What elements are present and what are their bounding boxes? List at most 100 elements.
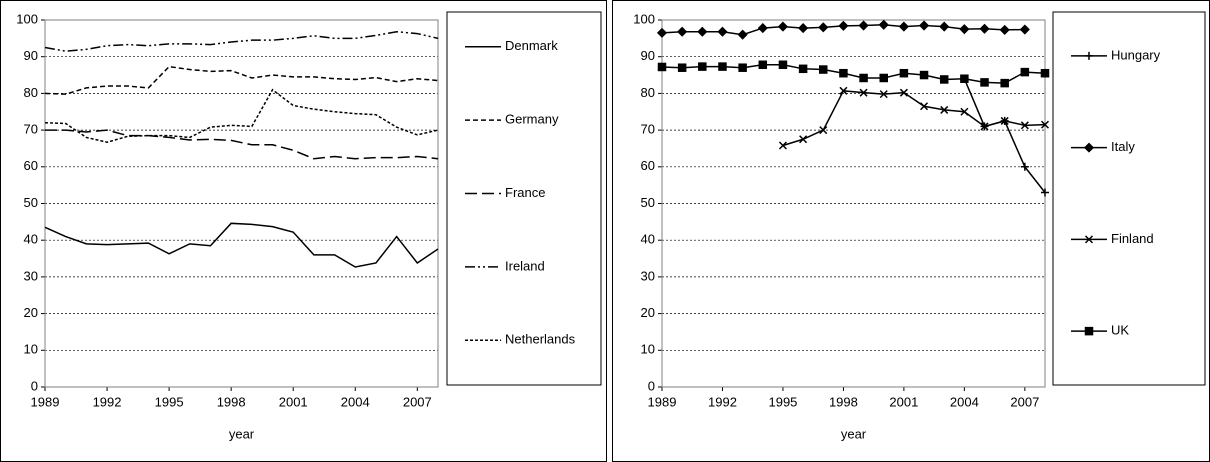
x-tick-label: 1989 (648, 394, 677, 409)
x-axis-label: year (229, 426, 255, 441)
marker (1000, 78, 1009, 88)
series-line (44, 65, 439, 95)
legend-label: UK (1111, 323, 1129, 338)
marker (859, 73, 868, 83)
marker (960, 107, 969, 116)
marker (939, 21, 950, 32)
y-tick-label: 50 (24, 195, 38, 210)
legend-label: France (505, 185, 545, 200)
marker (918, 20, 930, 31)
y-tick-label: 20 (24, 305, 38, 320)
legend-label: Netherlands (505, 332, 576, 347)
legend-label: Finland (1111, 231, 1154, 246)
marker (697, 26, 708, 37)
legend-marker (1085, 51, 1093, 60)
y-tick-label: 90 (24, 48, 38, 63)
marker (757, 23, 768, 34)
marker (979, 23, 990, 34)
marker (939, 75, 949, 84)
marker (1041, 188, 1049, 197)
marker (656, 27, 668, 38)
legend-label: Ireland (505, 258, 545, 273)
series-line (782, 90, 1046, 147)
legend-box (446, 11, 602, 386)
marker (920, 102, 929, 111)
legend-marker (1084, 326, 1094, 336)
marker (859, 88, 868, 97)
y-tick-label: 100 (633, 11, 655, 26)
marker (799, 135, 808, 144)
marker (657, 62, 667, 72)
y-tick-label: 30 (24, 268, 38, 283)
series-line (44, 88, 439, 143)
marker (838, 20, 849, 31)
marker (1000, 116, 1009, 125)
marker (1040, 120, 1050, 129)
y-tick-label: 0 (648, 378, 655, 393)
marker (1020, 67, 1030, 77)
y-tick-label: 70 (641, 122, 655, 137)
y-tick-label: 10 (641, 342, 655, 357)
marker (1020, 162, 1029, 171)
marker (919, 70, 929, 80)
y-tick-label: 100 (16, 11, 38, 26)
marker (980, 78, 989, 87)
legend-box (1052, 11, 1206, 386)
series-line (963, 78, 1046, 193)
marker (798, 64, 808, 74)
marker (717, 26, 728, 37)
marker (839, 68, 848, 78)
x-tick-label: 1995 (155, 394, 184, 409)
marker (878, 19, 889, 30)
y-tick-label: 30 (641, 268, 655, 283)
marker (839, 86, 848, 95)
marker (940, 105, 949, 114)
marker (980, 122, 989, 131)
x-tick-label: 2004 (341, 394, 370, 409)
marker (778, 60, 788, 70)
x-tick-label: 2001 (889, 394, 918, 409)
x-tick-label: 2007 (403, 394, 432, 409)
legend-label: Germany (505, 112, 559, 127)
y-tick-label: 50 (641, 195, 655, 210)
marker (1019, 24, 1030, 35)
marker (778, 141, 787, 150)
marker (898, 21, 909, 32)
marker (960, 74, 969, 83)
y-tick-label: 90 (641, 48, 655, 63)
panel-border (0, 0, 607, 462)
series-line (44, 30, 439, 52)
y-tick-label: 60 (641, 158, 655, 173)
marker (819, 126, 828, 135)
x-tick-label: 1992 (93, 394, 122, 409)
marker (818, 22, 829, 33)
series-line (45, 129, 439, 160)
x-tick-label: 1995 (768, 394, 797, 409)
plot-area (44, 19, 439, 388)
marker (738, 63, 747, 72)
x-tick-label: 2001 (279, 394, 308, 409)
marker (1040, 68, 1050, 78)
marker (999, 24, 1010, 35)
y-tick-label: 80 (24, 85, 38, 100)
marker (959, 24, 970, 35)
marker (879, 73, 888, 83)
legend-label: Italy (1111, 139, 1135, 154)
marker (677, 63, 687, 72)
legend-marker (1084, 235, 1094, 244)
marker (858, 20, 869, 31)
y-tick-label: 70 (24, 122, 38, 137)
y-tick-label: 40 (24, 232, 38, 247)
y-tick-label: 20 (641, 305, 655, 320)
x-tick-label: 1992 (708, 394, 737, 409)
x-tick-label: 2007 (1010, 394, 1039, 409)
marker (677, 26, 688, 37)
marker (819, 65, 828, 74)
marker (758, 60, 768, 70)
y-tick-label: 10 (24, 342, 38, 357)
x-axis-label: year (841, 426, 867, 441)
marker (777, 21, 789, 32)
marker (899, 68, 909, 78)
x-tick-label: 2004 (950, 394, 979, 409)
